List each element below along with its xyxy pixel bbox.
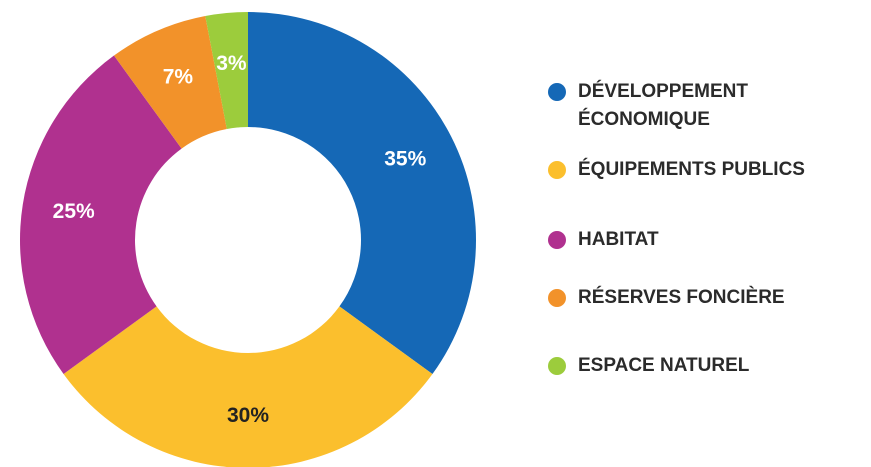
legend-dot — [548, 161, 566, 179]
legend-label: DÉVELOPPEMENT ÉCONOMIQUE — [578, 81, 748, 130]
legend-label: ÉQUIPEMENTS PUBLICS — [578, 159, 805, 180]
donut-slice — [248, 12, 476, 375]
legend-item: RÉSERVES FONCIÈRE — [548, 284, 868, 312]
donut-slice — [63, 306, 433, 467]
legend-label: ESPACE NATUREL — [578, 355, 750, 376]
slice-label: 7% — [163, 66, 194, 89]
legend-item: ESPACE NATUREL — [548, 352, 868, 380]
legend-item: DÉVELOPPEMENT ÉCONOMIQUE — [548, 78, 868, 134]
legend: DÉVELOPPEMENT ÉCONOMIQUE ÉQUIPEMENTS PUBL… — [548, 78, 868, 380]
slice-label: 3% — [216, 52, 247, 75]
legend-dot — [548, 357, 566, 375]
slice-label: 30% — [227, 404, 269, 427]
legend-item: ÉQUIPEMENTS PUBLICS — [548, 156, 868, 184]
slice-label: 25% — [53, 200, 95, 223]
legend-dot — [548, 83, 566, 101]
legend-dot — [548, 231, 566, 249]
legend-dot — [548, 289, 566, 307]
donut-slice — [113, 16, 227, 149]
slice-label: 35% — [384, 147, 426, 170]
donut-slice — [205, 12, 248, 130]
legend-item: HABITAT — [548, 226, 868, 254]
legend-label: RÉSERVES FONCIÈRE — [578, 287, 785, 308]
donut-slice — [19, 55, 182, 375]
legend-label: HABITAT — [578, 229, 659, 250]
chart: 35% 30% 25% 7% 3% — [19, 12, 476, 467]
